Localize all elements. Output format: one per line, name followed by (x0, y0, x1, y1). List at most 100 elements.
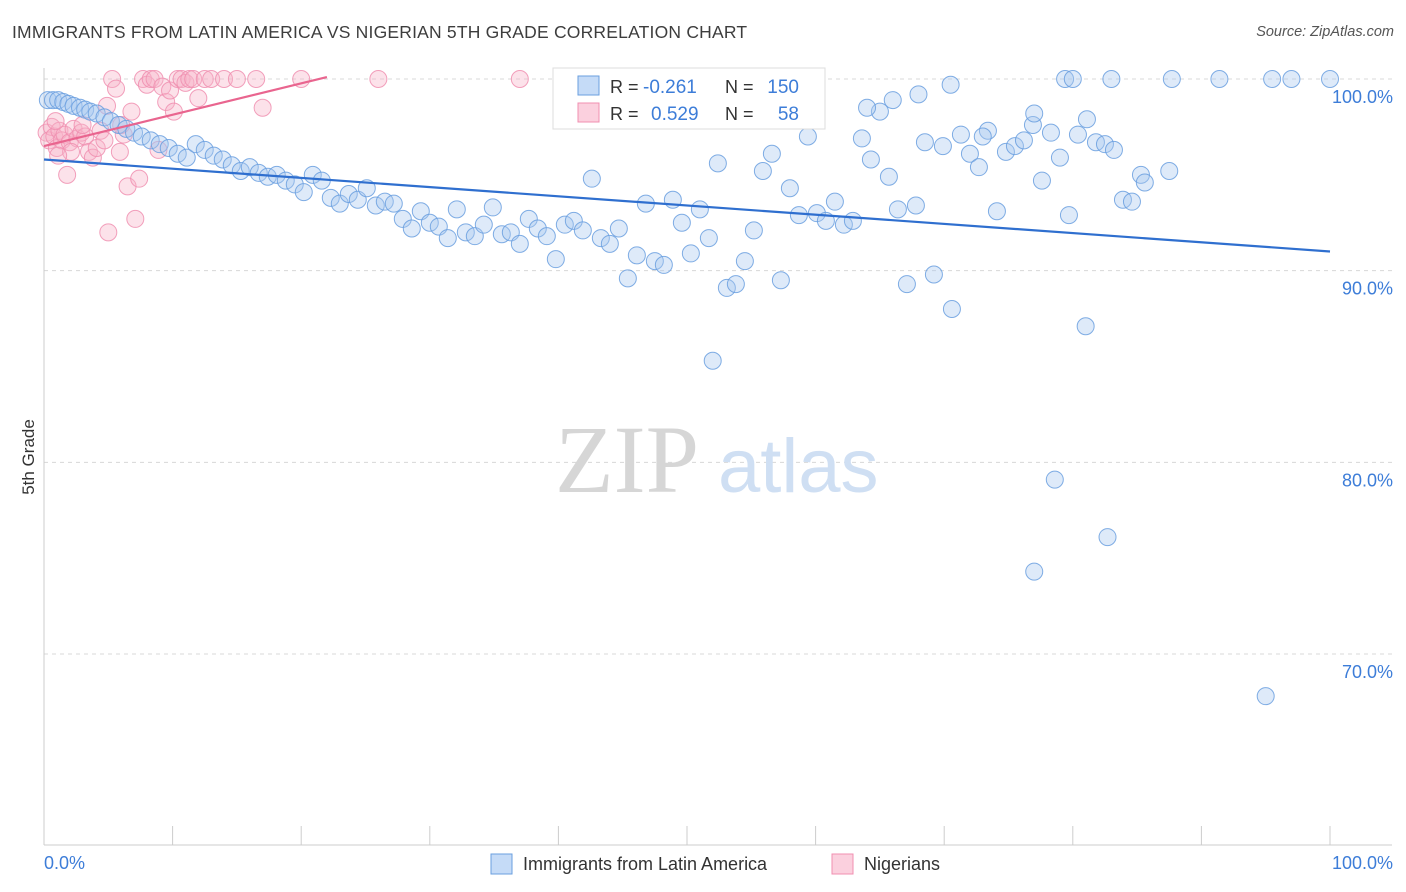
y-tick-label: 90.0% (1342, 279, 1393, 299)
data-point-latin-america (1032, 171, 1051, 190)
legend-swatch-latin-america (490, 853, 513, 875)
data-point-nigerians (247, 70, 266, 88)
data-point-latin-america (609, 219, 628, 238)
data-point-latin-america (1045, 470, 1064, 489)
legend-label-latin-america: Immigrants from Latin America (523, 854, 768, 874)
data-point-nigerians (157, 93, 176, 111)
watermark-atlas: atlas (718, 424, 879, 509)
data-point-latin-america (582, 169, 601, 188)
y-tick-label: 100.0% (1332, 87, 1393, 107)
data-point-latin-america (1023, 116, 1042, 134)
data-point-latin-america (159, 139, 178, 157)
data-point-latin-america (1076, 317, 1095, 336)
data-point-latin-america (438, 229, 457, 248)
data-point-latin-america (1077, 110, 1096, 129)
data-point-nigerians (126, 209, 145, 228)
data-point-latin-america (1113, 190, 1132, 209)
data-point-latin-america (474, 215, 493, 234)
data-point-latin-america (1059, 206, 1078, 225)
data-point-latin-america (960, 144, 979, 163)
data-point-latin-america (798, 127, 817, 146)
data-point-latin-america (573, 221, 592, 240)
data-point-latin-america (909, 85, 928, 104)
axes (43, 68, 1392, 846)
data-point-nigerians (130, 169, 149, 188)
data-point-latin-america (64, 96, 83, 115)
data-point-nigerians (227, 70, 246, 88)
data-point-latin-america (924, 265, 943, 284)
data-point-latin-america (294, 183, 313, 202)
data-point-latin-america (825, 192, 844, 211)
source-label: Source: ZipAtlas.com (1256, 24, 1394, 40)
data-point-nigerians (99, 223, 118, 242)
data-point-nigerians (107, 79, 126, 98)
data-point-latin-america (564, 211, 583, 230)
data-point-latin-america (204, 146, 223, 165)
series-latin-america-points (38, 70, 1339, 706)
data-point-nigerians (164, 102, 183, 121)
data-point-latin-america (600, 234, 619, 253)
data-point-latin-america (654, 255, 673, 274)
data-point-latin-america (1025, 104, 1044, 123)
data-point-nigerians (73, 116, 92, 134)
data-point-latin-america (1041, 123, 1060, 142)
data-point-latin-america (1050, 148, 1069, 167)
data-point-latin-america (1068, 125, 1087, 144)
data-point-latin-america (897, 275, 916, 294)
data-point-nigerians (180, 70, 199, 88)
data-point-latin-america (519, 209, 538, 228)
data-point-nigerians (145, 70, 164, 88)
data-point-latin-america (321, 188, 340, 207)
data-point-latin-america (708, 154, 727, 173)
data-point-nigerians (253, 98, 272, 117)
data-point-nigerians (87, 139, 106, 157)
data-point-nigerians (46, 112, 65, 131)
data-point-latin-america (375, 192, 394, 211)
series-nigerians-points (37, 70, 529, 242)
data-point-nigerians (110, 142, 129, 161)
stats-blue-n-label: N = (725, 77, 754, 97)
data-point-latin-america (735, 252, 754, 271)
data-point-latin-america (402, 219, 421, 238)
data-point-latin-america (213, 150, 232, 169)
data-point-latin-america (969, 158, 988, 177)
data-point-latin-america (150, 135, 169, 154)
data-point-latin-america (528, 219, 547, 238)
data-point-latin-america (231, 162, 250, 180)
data-point-latin-america (888, 200, 907, 219)
data-point-nigerians (95, 131, 114, 150)
data-point-latin-america (168, 144, 187, 163)
data-point-latin-america (447, 200, 466, 219)
data-point-latin-america (339, 185, 358, 203)
data-point-latin-america (645, 252, 664, 271)
data-point-nigerians (98, 96, 117, 115)
data-point-latin-america (555, 215, 574, 234)
data-point-latin-america (384, 194, 403, 213)
legend-label-nigerians: Nigerians (864, 854, 940, 874)
y-tick-label: 80.0% (1342, 470, 1393, 490)
data-point-latin-america (132, 127, 151, 146)
data-point-latin-america (861, 150, 880, 169)
trend-line-latin-america (43, 158, 1331, 253)
data-point-latin-america (996, 142, 1015, 161)
data-point-latin-america (672, 213, 691, 232)
data-point-latin-america (789, 206, 808, 225)
data-point-nigerians (202, 70, 221, 88)
watermark: ZIP atlas (555, 406, 879, 513)
data-point-latin-america (1263, 70, 1282, 88)
data-point-latin-america (357, 179, 376, 198)
legend-swatch-nigerians (831, 853, 854, 875)
data-point-latin-america (852, 129, 871, 148)
data-point-latin-america (744, 221, 763, 240)
data-point-latin-america (420, 213, 439, 232)
data-point-nigerians (215, 70, 234, 88)
x-tick-label-max: 100.0% (1332, 853, 1393, 873)
legend: Immigrants from Latin America Nigerians (490, 853, 940, 875)
data-point-latin-america (1056, 70, 1075, 88)
data-point-latin-america (915, 133, 934, 152)
data-point-latin-america (753, 162, 772, 180)
data-point-latin-america (941, 75, 960, 94)
data-point-latin-america (510, 234, 529, 253)
data-point-latin-america (858, 98, 877, 117)
